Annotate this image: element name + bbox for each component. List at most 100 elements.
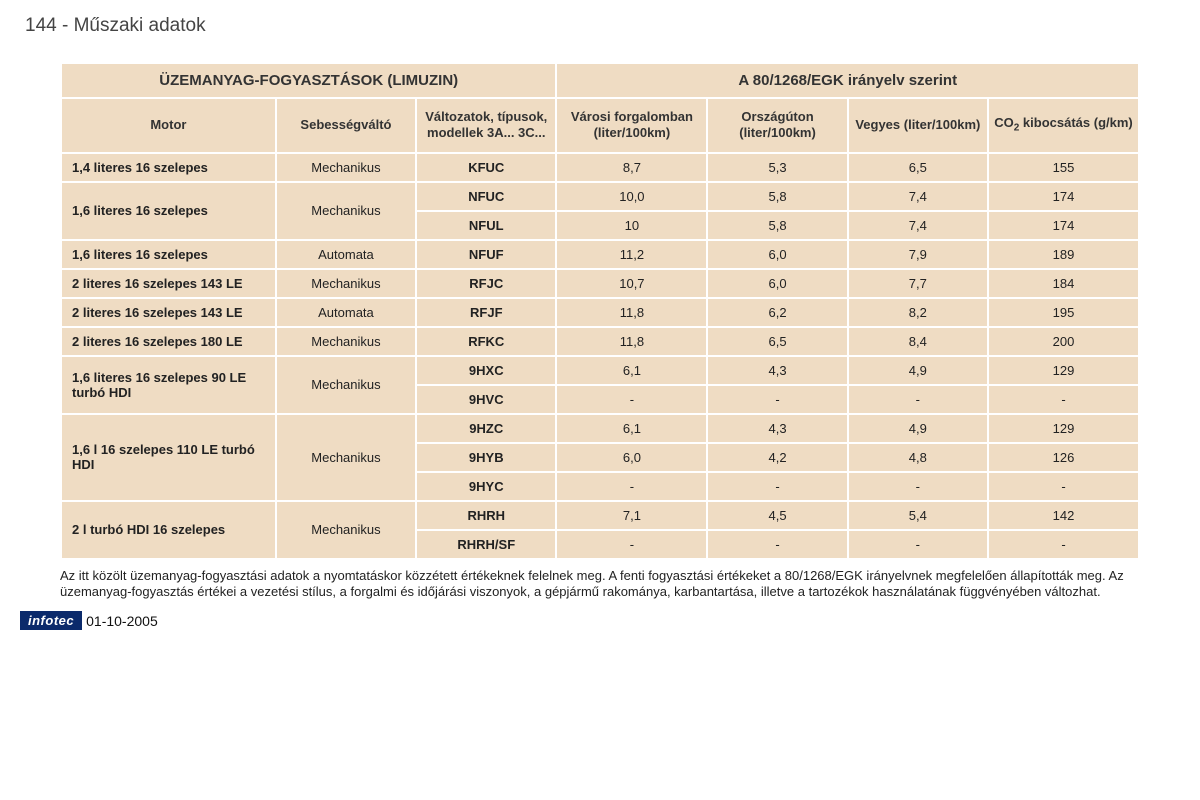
cell-urban: 11,8 [557, 328, 706, 355]
cell-co2: 126 [989, 444, 1138, 471]
cell-gearbox: Mechanikus [277, 183, 415, 239]
cell-mixed: 4,8 [849, 444, 987, 471]
cell-co2: 129 [989, 415, 1138, 442]
cell-road: 4,3 [708, 357, 846, 384]
cell-road: - [708, 473, 846, 500]
cell-code: NFUF [417, 241, 555, 268]
cell-motor: 1,6 literes 16 szelepes [62, 241, 275, 268]
cell-urban: 10,7 [557, 270, 706, 297]
col-motor: Motor [62, 99, 275, 152]
table-row: 1,6 literes 16 szelepesAutomataNFUF11,26… [62, 241, 1138, 268]
cell-road: 4,3 [708, 415, 846, 442]
cell-urban: 6,1 [557, 415, 706, 442]
cell-road: 4,2 [708, 444, 846, 471]
cell-road: 5,3 [708, 154, 846, 181]
table-row: 1,6 literes 16 szelepesMechanikusNFUC10,… [62, 183, 1138, 210]
col-variants: Változatok, típusok, modellek 3A... 3C..… [417, 99, 555, 152]
cell-co2: 155 [989, 154, 1138, 181]
cell-mixed: 4,9 [849, 357, 987, 384]
cell-urban: 11,8 [557, 299, 706, 326]
cell-urban: 10,0 [557, 183, 706, 210]
cell-code: 9HZC [417, 415, 555, 442]
cell-code: 9HYB [417, 444, 555, 471]
cell-road: 6,0 [708, 241, 846, 268]
cell-gearbox: Mechanikus [277, 270, 415, 297]
cell-code: NFUL [417, 212, 555, 239]
cell-co2: - [989, 473, 1138, 500]
header-left: ÜZEMANYAG-FOGYASZTÁSOK (LIMUZIN) [62, 64, 555, 97]
cell-motor: 2 l turbó HDI 16 szelepes [62, 502, 275, 558]
cell-urban: 7,1 [557, 502, 706, 529]
cell-road: 4,5 [708, 502, 846, 529]
cell-code: 9HVC [417, 386, 555, 413]
cell-mixed: 4,9 [849, 415, 987, 442]
cell-gearbox: Automata [277, 299, 415, 326]
table-row: 2 literes 16 szelepes 143 LEMechanikusRF… [62, 270, 1138, 297]
cell-urban: 8,7 [557, 154, 706, 181]
cell-co2: - [989, 531, 1138, 558]
cell-urban: - [557, 386, 706, 413]
cell-co2: 189 [989, 241, 1138, 268]
cell-gearbox: Mechanikus [277, 154, 415, 181]
cell-gearbox: Mechanikus [277, 502, 415, 558]
cell-code: RFJF [417, 299, 555, 326]
cell-gearbox: Mechanikus [277, 328, 415, 355]
table-row: 1,4 literes 16 szelepesMechanikusKFUC8,7… [62, 154, 1138, 181]
cell-gearbox: Automata [277, 241, 415, 268]
col-mixed: Vegyes (liter/100km) [849, 99, 987, 152]
cell-road: 6,2 [708, 299, 846, 326]
cell-mixed: - [849, 473, 987, 500]
cell-code: KFUC [417, 154, 555, 181]
cell-urban: 11,2 [557, 241, 706, 268]
cell-motor: 1,4 literes 16 szelepes [62, 154, 275, 181]
cell-road: 5,8 [708, 183, 846, 210]
cell-mixed: 6,5 [849, 154, 987, 181]
cell-mixed: 7,7 [849, 270, 987, 297]
cell-co2: 195 [989, 299, 1138, 326]
cell-urban: - [557, 473, 706, 500]
footnote-text: Az itt közölt üzemanyag-fogyasztási adat… [60, 568, 1140, 602]
page-footer: infotec 01-10-2005 [20, 611, 1180, 630]
col-road: Országúton (liter/100km) [708, 99, 846, 152]
cell-mixed: 8,4 [849, 328, 987, 355]
cell-motor: 1,6 literes 16 szelepes [62, 183, 275, 239]
cell-motor: 1,6 l 16 szelepes 110 LE turbó HDI [62, 415, 275, 500]
cell-urban: - [557, 531, 706, 558]
col-co2: CO2 kibocsátás (g/km) [989, 99, 1138, 152]
cell-co2: 129 [989, 357, 1138, 384]
cell-code: 9HYC [417, 473, 555, 500]
cell-gearbox: Mechanikus [277, 357, 415, 413]
cell-code: NFUC [417, 183, 555, 210]
table-row: 2 l turbó HDI 16 szelepesMechanikusRHRH7… [62, 502, 1138, 529]
cell-motor: 1,6 literes 16 szelepes 90 LE turbó HDI [62, 357, 275, 413]
col-gearbox: Sebességváltó [277, 99, 415, 152]
table-top-header-row: ÜZEMANYAG-FOGYASZTÁSOK (LIMUZIN) A 80/12… [62, 64, 1138, 97]
cell-road: 5,8 [708, 212, 846, 239]
cell-mixed: 7,4 [849, 183, 987, 210]
cell-code: RFKC [417, 328, 555, 355]
header-right: A 80/1268/EGK irányelv szerint [557, 64, 1138, 97]
cell-co2: 174 [989, 183, 1138, 210]
cell-road: 6,5 [708, 328, 846, 355]
table-sub-header-row: Motor Sebességváltó Változatok, típusok,… [62, 99, 1138, 152]
cell-code: RHRH [417, 502, 555, 529]
cell-gearbox: Mechanikus [277, 415, 415, 500]
cell-mixed: - [849, 531, 987, 558]
cell-co2: 184 [989, 270, 1138, 297]
cell-urban: 6,0 [557, 444, 706, 471]
table-row: 2 literes 16 szelepes 180 LEMechanikusRF… [62, 328, 1138, 355]
cell-co2: 200 [989, 328, 1138, 355]
table-row: 1,6 literes 16 szelepes 90 LE turbó HDIM… [62, 357, 1138, 384]
footer-date: 01-10-2005 [86, 613, 158, 629]
table-row: 1,6 l 16 szelepes 110 LE turbó HDIMechan… [62, 415, 1138, 442]
cell-urban: 10 [557, 212, 706, 239]
cell-co2: 174 [989, 212, 1138, 239]
cell-road: 6,0 [708, 270, 846, 297]
cell-motor: 2 literes 16 szelepes 143 LE [62, 270, 275, 297]
table-row: 2 literes 16 szelepes 143 LEAutomataRFJF… [62, 299, 1138, 326]
cell-mixed: 7,4 [849, 212, 987, 239]
cell-code: 9HXC [417, 357, 555, 384]
fuel-table-wrap: ÜZEMANYAG-FOGYASZTÁSOK (LIMUZIN) A 80/12… [60, 62, 1140, 560]
cell-motor: 2 literes 16 szelepes 180 LE [62, 328, 275, 355]
cell-mixed: 7,9 [849, 241, 987, 268]
